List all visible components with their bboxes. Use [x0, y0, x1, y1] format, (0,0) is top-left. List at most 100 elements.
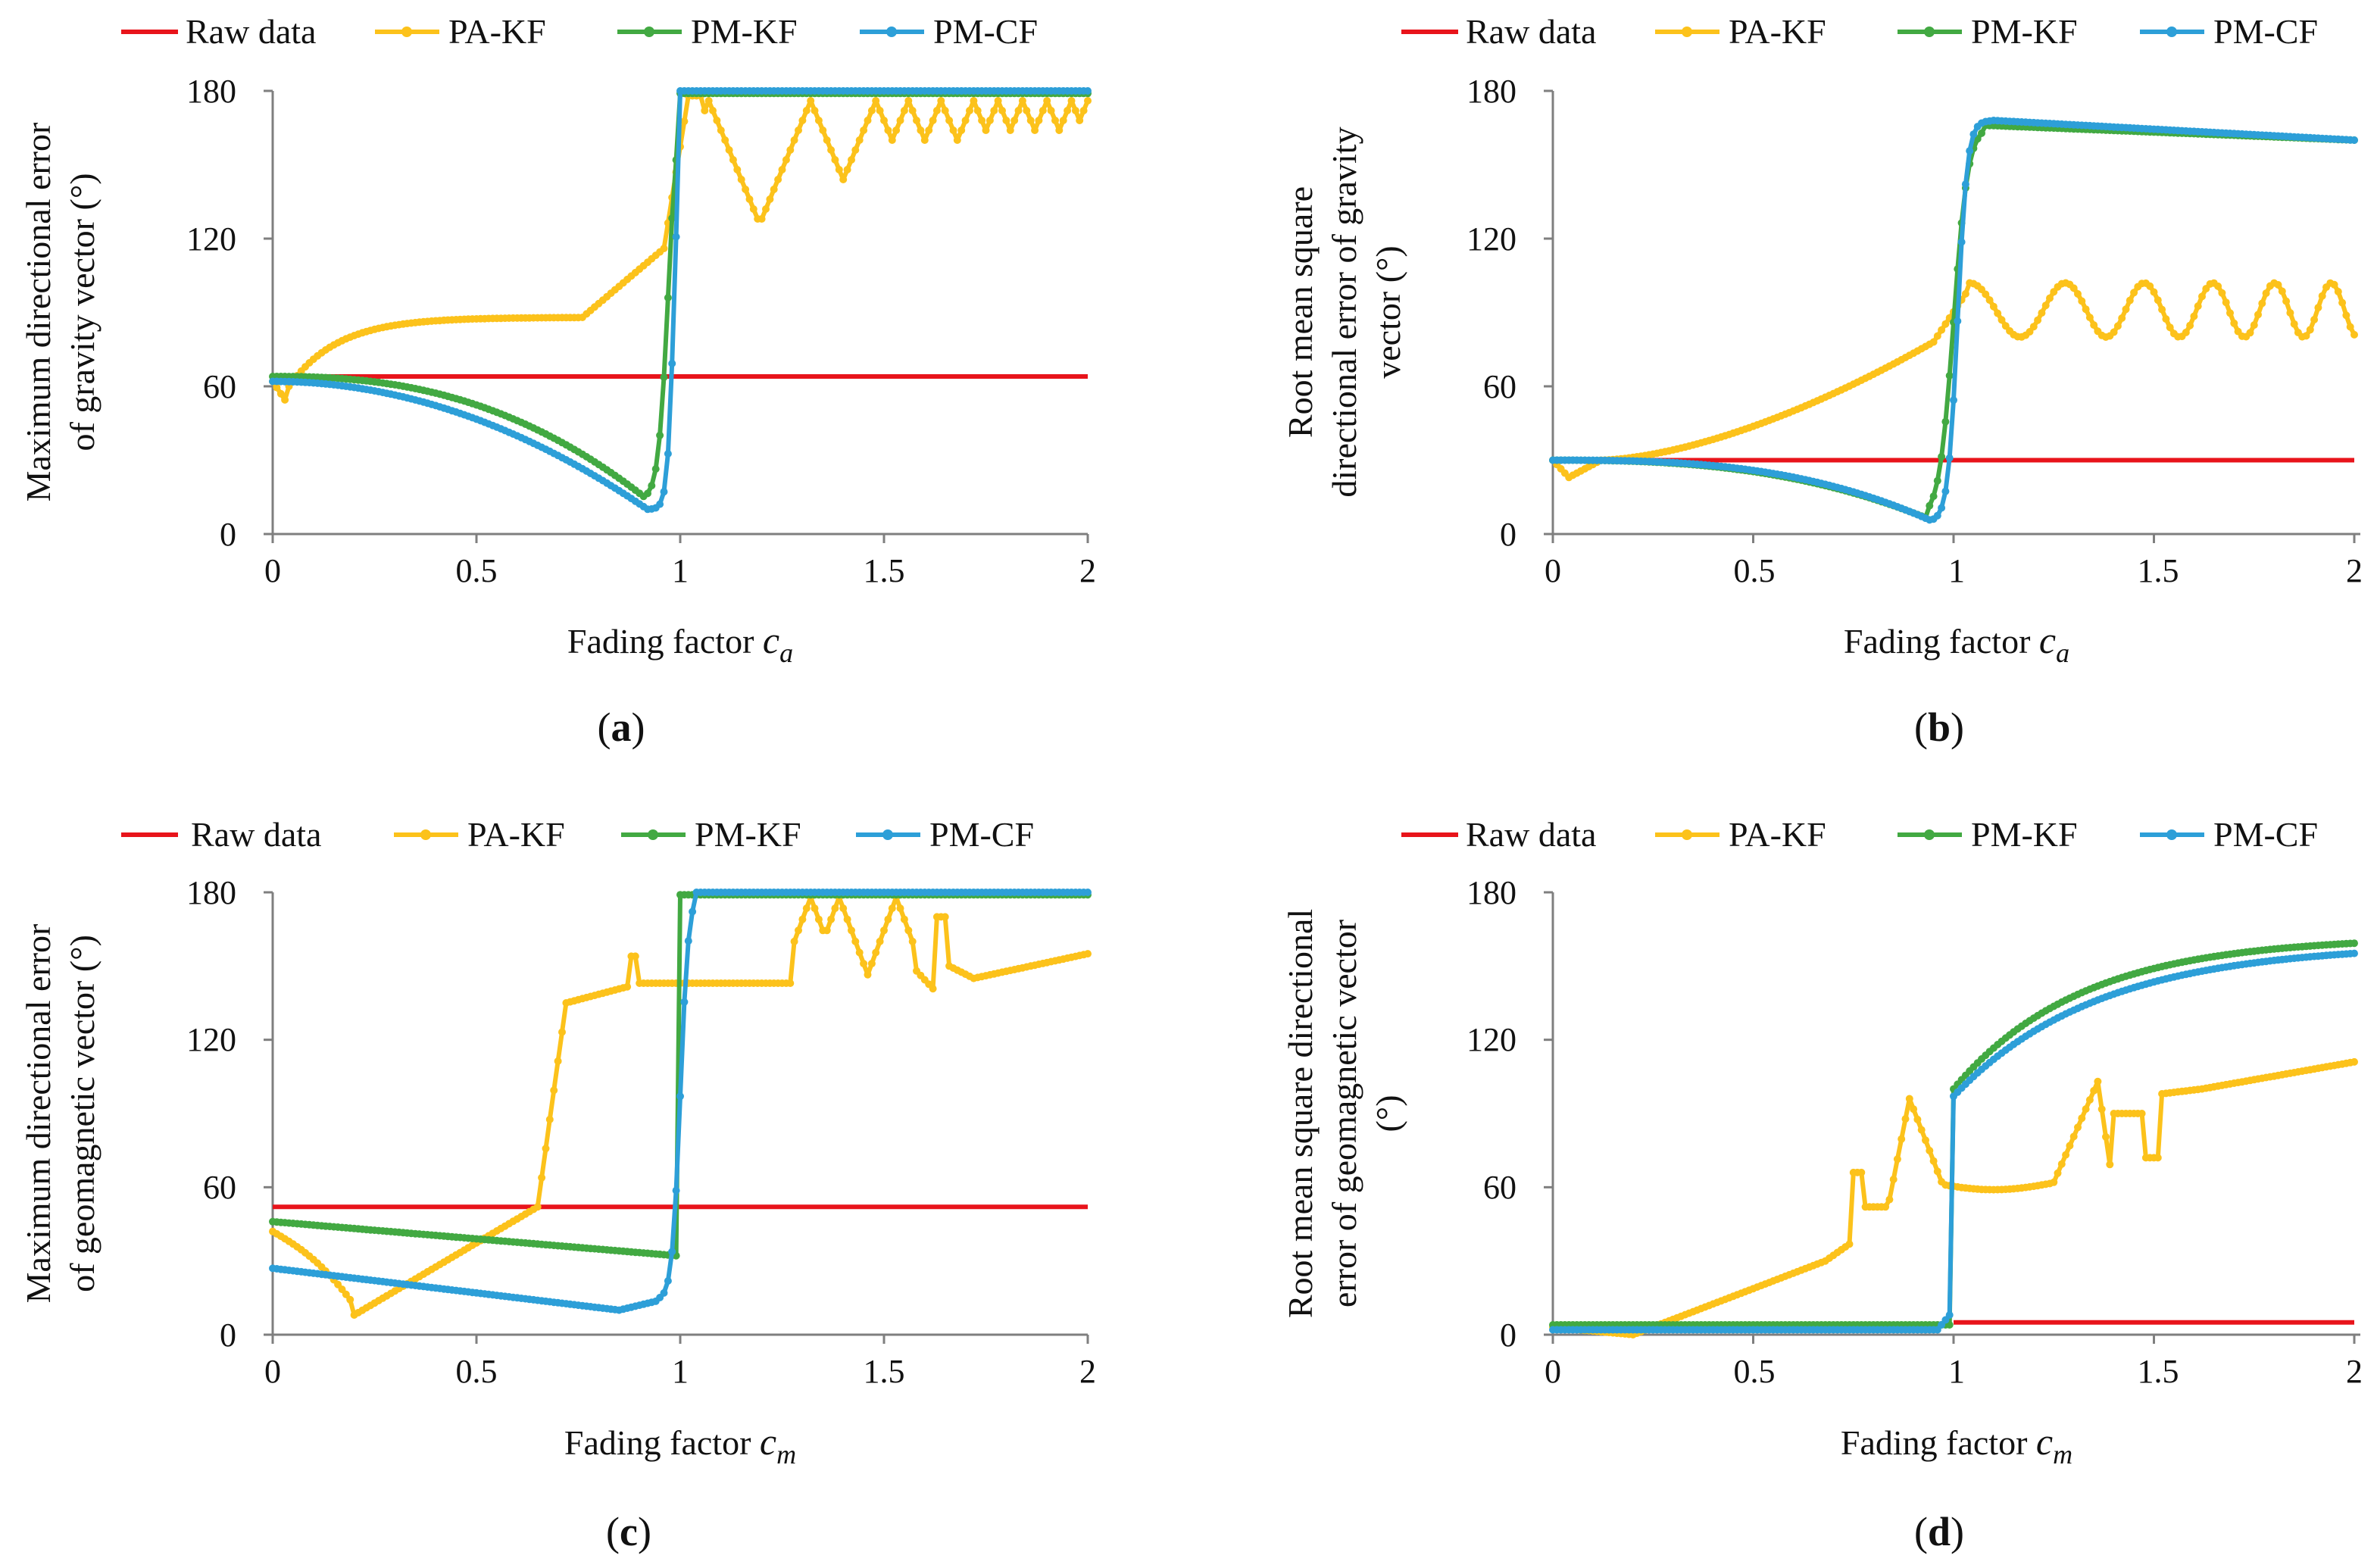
data-point-pmcf	[1954, 317, 1962, 325]
data-point-pakf	[929, 985, 937, 993]
panel-label: (a)	[598, 704, 645, 750]
data-point-pakf	[790, 937, 798, 945]
data-point-pakf	[2254, 311, 2262, 319]
series-markers-pmcf	[269, 889, 1092, 1314]
data-point-pakf	[1922, 1136, 1929, 1145]
legend-marker-pmkf	[1924, 27, 1935, 37]
data-point-pakf	[2078, 1114, 2086, 1123]
legend-marker-pmkf	[1924, 829, 1935, 840]
x-tick-label: 1.5	[2138, 552, 2179, 589]
data-point-pakf	[2057, 1160, 2066, 1168]
data-point-pakf	[872, 97, 880, 105]
data-point-pakf	[1039, 107, 1047, 114]
data-point-pakf	[1047, 107, 1055, 114]
data-point-pakf	[978, 117, 986, 124]
legend-pmkf-label: PM-KF	[1971, 12, 2078, 51]
data-point-pakf	[281, 395, 289, 404]
data-point-pakf	[823, 926, 831, 935]
data-point-pmcf	[660, 1288, 668, 1297]
tick-marks	[264, 89, 1089, 543]
data-point-pakf	[807, 97, 815, 105]
x-tick-label: 2	[2346, 552, 2363, 589]
data-point-pakf	[2106, 1160, 2114, 1169]
legend-marker-pakf	[1682, 27, 1692, 37]
data-point-pakf	[2306, 326, 2314, 334]
data-point-pakf	[1913, 1115, 1922, 1123]
data-point-pakf	[970, 97, 978, 105]
data-point-pakf	[872, 948, 880, 957]
data-point-pakf	[2198, 292, 2206, 301]
x-tick-label: 0.5	[456, 552, 498, 589]
x-tick-label: 0	[264, 1353, 281, 1390]
data-point-pakf	[937, 97, 945, 105]
y-tick-label: 120	[186, 220, 236, 258]
data-point-pakf	[941, 107, 949, 114]
y-axis-title: Maximum directional error of gravity vect…	[19, 123, 102, 502]
x-tick-label: 2	[2346, 1353, 2363, 1390]
legend-pmkf-label: PM-KF	[695, 815, 801, 854]
data-point-pakf	[900, 107, 908, 114]
y-tick-label: 120	[186, 1021, 236, 1058]
y-axis-title: Maximum directional error of geomagnetic …	[19, 924, 102, 1304]
y-tick-label: 180	[1466, 874, 1516, 911]
data-point-pakf	[2166, 323, 2174, 332]
data-point-pmcf	[1084, 889, 1092, 896]
legend-marker-pmkf	[644, 27, 654, 37]
data-point-pakf	[1084, 97, 1092, 105]
tick-marks	[1544, 89, 2356, 543]
data-point-pakf	[876, 107, 884, 114]
data-point-pakf	[709, 107, 717, 114]
data-point-pakf	[795, 926, 802, 935]
data-point-pakf	[2001, 322, 2010, 330]
data-point-pakf	[338, 1285, 346, 1294]
data-point-pakf	[1857, 1168, 1866, 1176]
data-point-pakf	[770, 186, 778, 193]
data-point-pakf	[1926, 1147, 1934, 1154]
data-point-pakf	[839, 176, 848, 183]
data-point-pakf	[1885, 1195, 1894, 1204]
data-point-pmkf	[651, 465, 660, 473]
data-point-pmcf	[656, 500, 664, 508]
legend-marker-pmcf	[2166, 27, 2177, 37]
data-point-pakf	[982, 127, 990, 134]
data-point-pakf	[2038, 309, 2046, 317]
data-point-pakf	[920, 136, 929, 144]
data-point-pmcf	[660, 488, 668, 496]
data-point-pakf	[2041, 301, 2050, 310]
x-tick-label: 0.5	[1734, 552, 1776, 589]
data-point-pmcf	[1957, 238, 1966, 246]
data-point-pmcf	[1966, 147, 1974, 155]
data-point-pakf	[2085, 314, 2094, 322]
panel-label: (b)	[1914, 704, 1964, 750]
data-point-pakf	[558, 1028, 566, 1036]
data-point-pakf	[1026, 117, 1035, 124]
data-point-pmcf	[664, 1277, 672, 1285]
panel-label: (c)	[606, 1509, 651, 1554]
data-point-pmcf	[676, 1092, 684, 1101]
data-point-pakf	[2029, 323, 2038, 331]
data-point-pakf	[884, 127, 892, 134]
panel-a: Raw data PA-KF PM-KF PM-CF 0 60 120 180 …	[19, 12, 1096, 750]
x-tick-label: 1	[672, 552, 689, 589]
data-point-pakf	[2314, 304, 2322, 312]
data-point-pakf	[1961, 289, 1969, 298]
data-point-pakf	[717, 127, 725, 134]
data-point-pmcf	[689, 907, 697, 916]
data-point-pakf	[855, 948, 864, 957]
data-point-pakf	[957, 127, 966, 134]
x-tick-label: 0	[1545, 1353, 1561, 1390]
data-point-pakf	[851, 146, 860, 154]
data-point-pakf	[2146, 282, 2154, 290]
data-point-pakf	[745, 195, 754, 203]
data-point-pakf	[1889, 1176, 1898, 1183]
data-point-pakf	[2062, 1151, 2070, 1159]
series-markers-pakf	[269, 893, 1092, 1319]
x-tick-label: 0	[264, 552, 281, 589]
data-point-pakf	[795, 127, 802, 134]
data-point-pmcf	[1969, 130, 1978, 139]
legend-marker-pmcf	[882, 829, 893, 840]
data-point-pmcf	[1938, 504, 1946, 512]
legend-marker-pmcf	[886, 27, 897, 37]
data-point-pakf	[827, 915, 836, 923]
data-point-pakf	[2226, 309, 2234, 317]
